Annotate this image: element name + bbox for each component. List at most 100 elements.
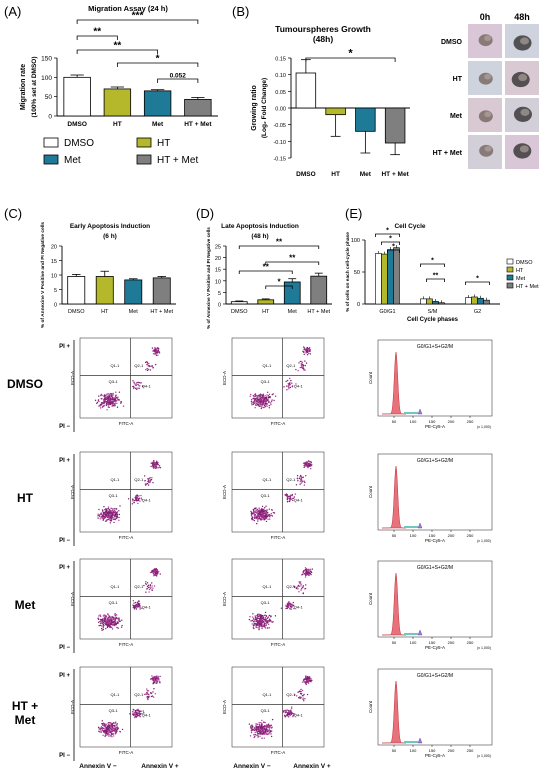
dot — [104, 730, 107, 733]
y-tick-label: 50 — [45, 94, 53, 101]
dot — [151, 582, 153, 584]
dot — [114, 624, 116, 627]
dot — [109, 511, 111, 513]
dot — [249, 726, 252, 729]
dot — [257, 726, 259, 729]
bar — [387, 249, 394, 305]
dot — [139, 385, 141, 387]
dot — [133, 381, 135, 384]
dot — [258, 721, 260, 724]
dot — [301, 366, 303, 369]
dot — [308, 574, 310, 577]
dot — [270, 514, 272, 517]
dot — [269, 725, 271, 728]
dot — [257, 623, 260, 625]
panel-b-ylabel: Growing ratio — [251, 85, 258, 131]
dot — [156, 677, 158, 680]
dot — [152, 353, 155, 355]
significance-label: * — [348, 48, 353, 60]
dot — [121, 619, 123, 621]
dot — [102, 519, 104, 521]
dot-plot: Q1-1 Q2-1 Q3-1 Q4-1 FITC-A ECD-A — [222, 666, 325, 755]
dot — [104, 728, 107, 730]
bar — [103, 88, 132, 117]
dot — [262, 728, 265, 730]
panel-letter-d: (D) — [196, 206, 214, 221]
g2m-peak — [417, 737, 423, 744]
dot — [260, 517, 262, 520]
pi-minus-label: PI − — [59, 538, 70, 544]
dot — [137, 497, 140, 500]
dot — [270, 620, 272, 622]
histogram-title: G0/G1+S+G2/M — [417, 673, 453, 679]
dot — [110, 730, 112, 732]
dot — [155, 575, 158, 577]
dot — [147, 484, 150, 486]
bar — [295, 72, 317, 109]
panel-a-ylabel-2: (100% set at DMSO) — [31, 56, 38, 117]
dot — [287, 500, 289, 503]
dot — [117, 618, 119, 620]
dot — [115, 513, 117, 516]
dot — [101, 620, 103, 622]
dot — [254, 517, 256, 519]
dot — [266, 405, 268, 407]
dot — [304, 576, 307, 578]
dot — [152, 681, 155, 684]
dot — [299, 483, 301, 485]
panel-letter-b: (B) — [232, 4, 249, 19]
g2m-peak — [417, 629, 423, 636]
dot — [308, 352, 310, 355]
dot — [302, 592, 304, 595]
dot — [148, 588, 151, 591]
dot — [264, 730, 266, 732]
significance-label: * — [431, 258, 434, 265]
dot — [101, 727, 104, 729]
y-tick-label: 0.10 — [275, 73, 286, 79]
dot — [268, 627, 270, 629]
quadrant-label: Q4-1 — [294, 384, 304, 389]
dot — [152, 570, 154, 572]
dot — [152, 696, 155, 698]
dot — [300, 478, 302, 481]
dot — [305, 362, 308, 364]
dot — [157, 346, 159, 349]
y-tick-label: 50 — [354, 270, 360, 276]
dot — [265, 400, 267, 402]
dot — [288, 377, 291, 380]
dot — [114, 623, 116, 625]
quadrant-label: Q2-1 — [134, 363, 144, 368]
dot — [154, 349, 156, 352]
dot — [273, 399, 275, 402]
dot — [270, 512, 272, 515]
dot — [296, 475, 299, 477]
dot — [287, 496, 289, 498]
dot — [112, 733, 115, 735]
dot — [104, 397, 106, 400]
dot — [254, 736, 256, 738]
dot — [113, 397, 116, 399]
pi-plus-label: PI + — [59, 458, 70, 464]
dot — [286, 709, 289, 711]
dot — [146, 690, 149, 692]
dot — [108, 615, 111, 618]
dot — [265, 615, 268, 617]
dot — [252, 613, 254, 615]
quadrant-label: Q3-1 — [261, 379, 271, 384]
dot — [148, 482, 150, 484]
dot — [287, 384, 290, 386]
x-tick-label: 50 — [392, 640, 397, 645]
dot — [289, 499, 291, 501]
dot — [109, 397, 112, 400]
dot — [259, 519, 262, 521]
dot — [297, 697, 300, 699]
quadrant-label: Q4-1 — [294, 605, 304, 610]
dot — [302, 698, 304, 701]
dot — [253, 507, 256, 510]
dot — [117, 627, 119, 629]
dot — [303, 693, 305, 696]
x-tick-label: 250 — [467, 533, 474, 538]
dot — [303, 351, 305, 353]
dot — [265, 627, 267, 629]
